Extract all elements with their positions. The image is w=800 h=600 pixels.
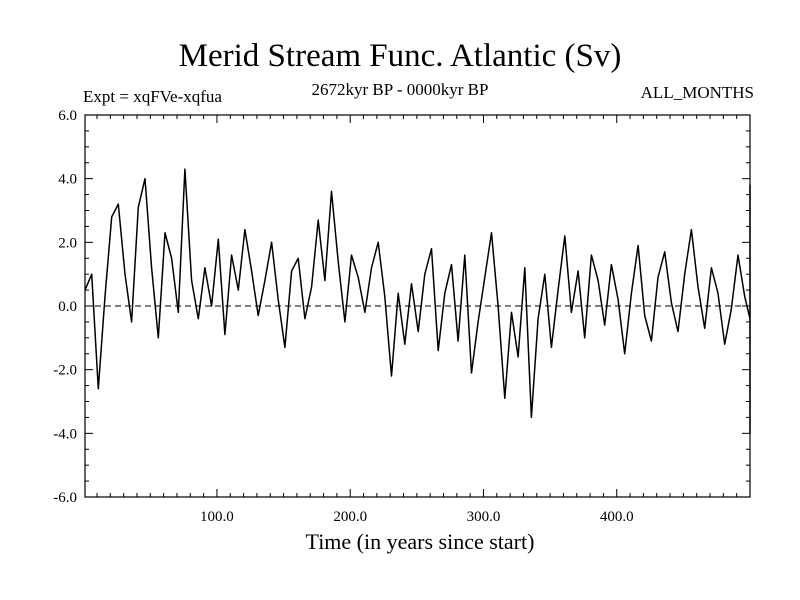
x-tick-label: 200.0 (333, 509, 367, 525)
x-axis-label: Time (in years since start) (305, 529, 535, 554)
x-tick-label: 100.0 (200, 509, 234, 525)
y-tick-label: 4.0 (58, 172, 77, 188)
tick-labels-layer: -6.0 -4.0 -2.0 0.0 2.0 4.0 6.0 100.0 200.0 300.0 4… (53, 108, 633, 525)
months-label: ALL_MONTHS (640, 83, 754, 102)
experiment-label: Expt = xqFVe-xqfua (83, 87, 222, 106)
x-tick-label: 400.0 (600, 509, 634, 525)
x-tick-label: 300.0 (467, 509, 501, 525)
plot-frame (84, 114, 751, 498)
y-tick-label: 0.0 (58, 299, 77, 315)
y-tick-label: -2.0 (53, 363, 77, 379)
series-layer (84, 168, 751, 435)
y-tick-label: 2.0 (58, 235, 77, 251)
period-label: 2672kyr BP - 0000kyr BP (311, 80, 489, 99)
chart-title: Merid Stream Func. Atlantic (Sv) (178, 38, 622, 74)
y-tick-label: -6.0 (53, 490, 77, 506)
y-tick-label: 6.0 (58, 108, 77, 124)
series-line (84, 168, 751, 435)
y-tick-label: -4.0 (53, 426, 77, 442)
